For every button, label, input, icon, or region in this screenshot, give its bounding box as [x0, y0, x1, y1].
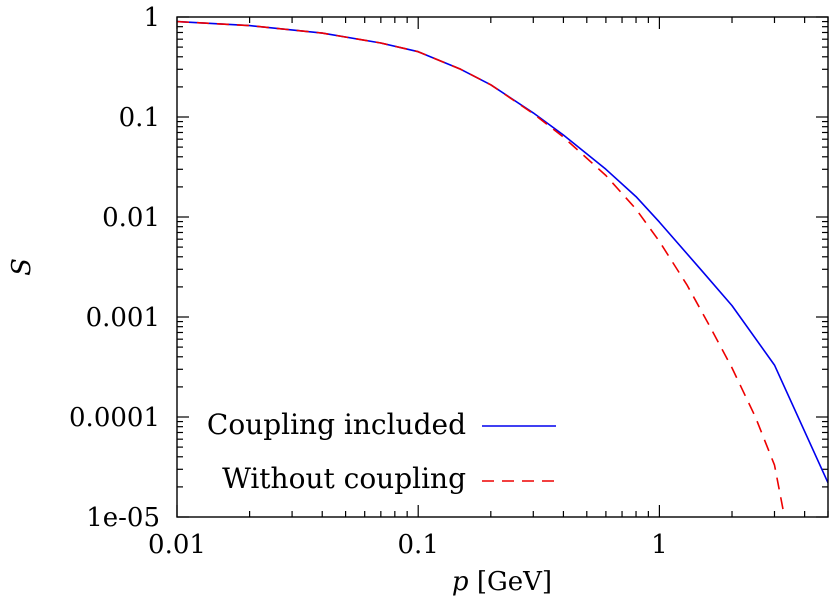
series-line-1 — [177, 20, 786, 517]
legend: Coupling included Without coupling — [207, 408, 556, 495]
legend-label-0: Coupling included — [207, 408, 466, 441]
x-tick-label: 0.1 — [398, 530, 439, 560]
y-tick-label: 1e-05 — [86, 503, 160, 533]
y-tick-label: 0.1 — [119, 103, 160, 133]
x-tick-label: 1 — [651, 530, 668, 560]
plot-frame — [176, 16, 829, 518]
x-axis-var: p — [452, 567, 469, 597]
y-tick-label: 0.0001 — [69, 403, 160, 433]
y-tick-label: 1 — [143, 3, 160, 33]
series-layer — [177, 20, 828, 517]
series-line-0 — [177, 20, 828, 484]
legend-label-1: Without coupling — [222, 462, 466, 495]
x-tick-label: 0.01 — [148, 530, 206, 560]
y-axis-title: S — [7, 258, 37, 276]
x-axis-unit: [GeV] — [477, 567, 552, 597]
y-tick-label: 0.001 — [86, 303, 160, 333]
x-axis-title: p [GeV] — [452, 567, 552, 597]
y-tick-label: 0.01 — [102, 203, 160, 233]
